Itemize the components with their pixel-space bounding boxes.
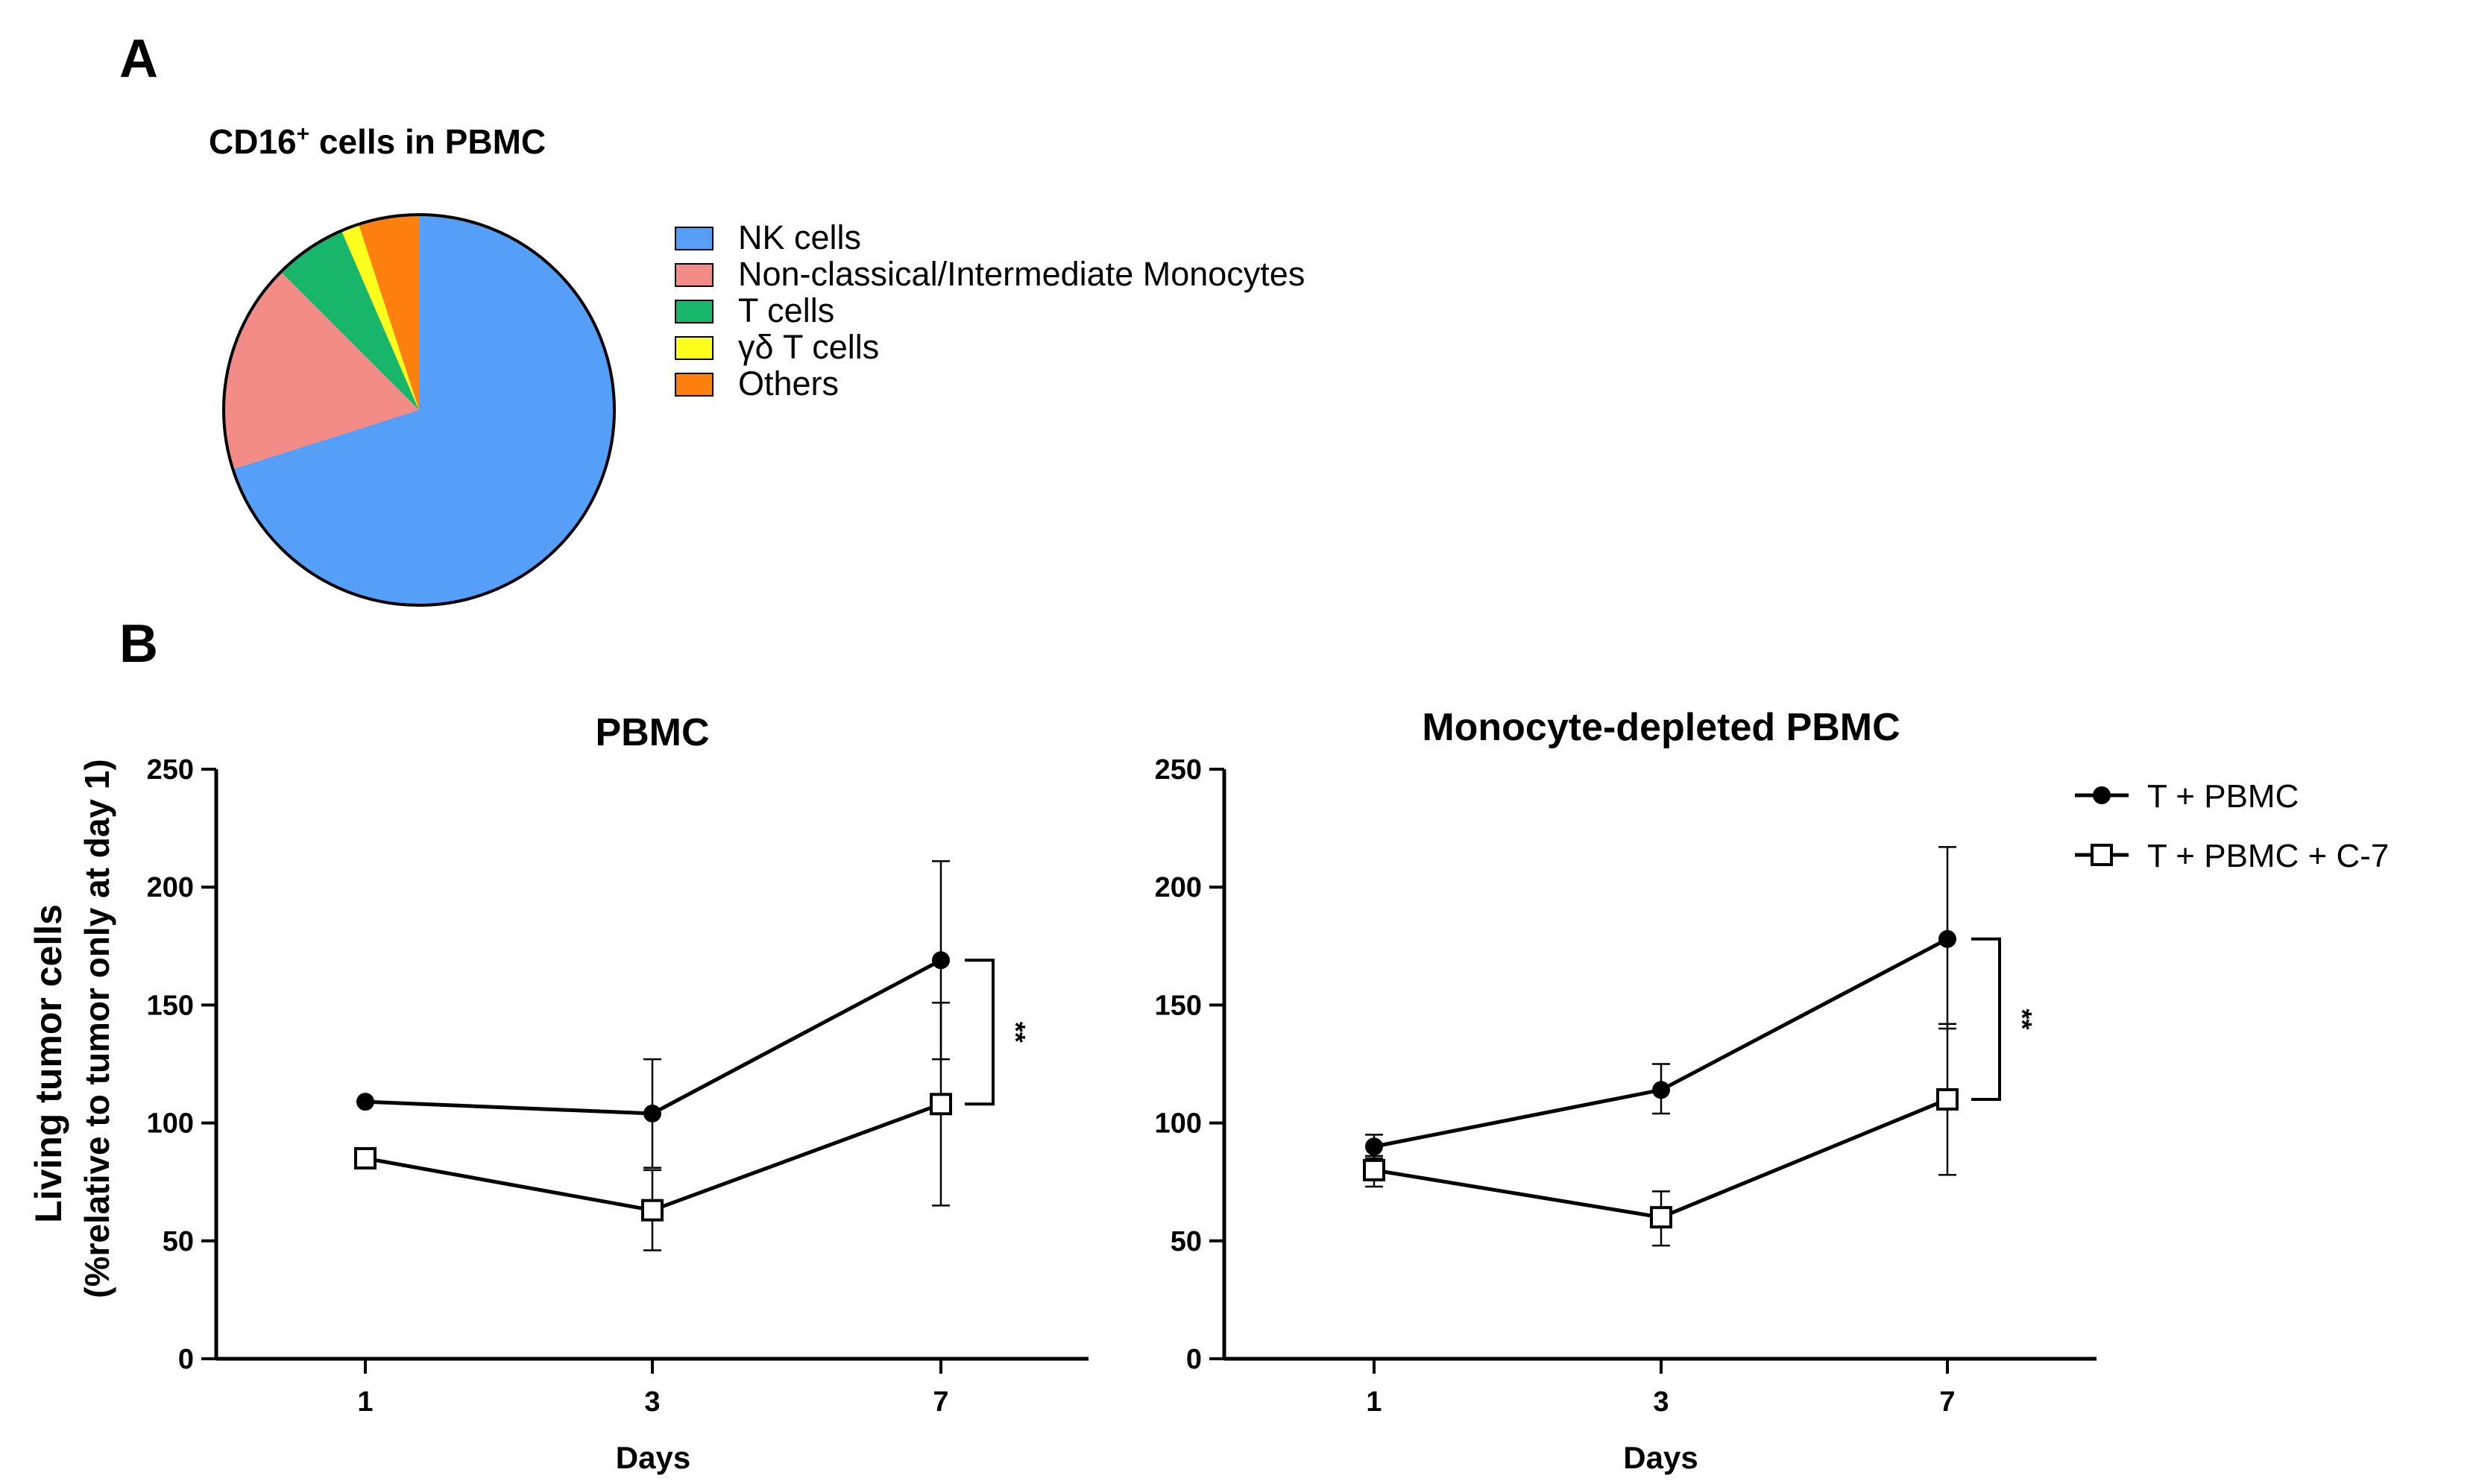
- y-tick-label-0: 0: [178, 1344, 194, 1375]
- pie-chart: [222, 213, 616, 607]
- pie-legend-label-4: Others: [738, 364, 839, 402]
- panel-label-a: A: [119, 29, 158, 89]
- x-tick-label-7: 7: [933, 1386, 948, 1418]
- x-tick-label-3: 3: [1653, 1386, 1669, 1418]
- point-s1-p0: [1363, 1158, 1385, 1181]
- x-axis-title: Days: [616, 1440, 690, 1475]
- significance-bracket: [1971, 937, 2001, 1101]
- point-s0-p2: [1938, 929, 1956, 948]
- point-s1-p2: [930, 1093, 952, 1116]
- legend-marker-1: [2091, 844, 2113, 866]
- y-tick-label-100: 100: [1155, 1108, 1202, 1140]
- pie-slice-1: [224, 271, 419, 470]
- pie-slice-4: [359, 215, 419, 410]
- chart-title: Monocyte-depleted PBMC: [1422, 706, 1900, 749]
- y-axis-title: Living tumor cells: [28, 904, 69, 1223]
- pie-legend-swatch-2: [675, 300, 713, 323]
- panel-label-b: B: [119, 614, 158, 674]
- pie-title-superscript: +: [296, 121, 310, 147]
- legend-label-0: T + PBMC: [2147, 778, 2299, 815]
- line-chart-pbmc: 0 50 100 150 200 250 1 3 7 Days PBMC ** Living tumor…: [28, 711, 1089, 1475]
- x-tick-label-1: 1: [357, 1386, 373, 1418]
- y-tick-label-100: 100: [147, 1108, 194, 1140]
- point-s0-p2: [932, 951, 950, 970]
- series-legend: T + PBMC T + PBMC + C-7: [2075, 778, 2389, 874]
- legend-label-1: T + PBMC + C-7: [2147, 838, 2389, 874]
- pie-title-main: CD16: [209, 122, 297, 161]
- significance-label: **: [2007, 1008, 2038, 1029]
- point-s1-p1: [1650, 1206, 1672, 1229]
- x-axis-title: Days: [1623, 1440, 1698, 1475]
- point-s0-p1: [643, 1104, 661, 1123]
- chart-title: PBMC: [595, 711, 709, 754]
- y-axis-subtitle: (%relative to tumor only at day 1): [78, 759, 116, 1298]
- point-s1-p2: [1936, 1087, 1959, 1111]
- series-line-0: [1373, 937, 1949, 1149]
- point-s1-p0: [354, 1147, 377, 1170]
- y-tick-label-150: 150: [147, 990, 194, 1021]
- legend-marker-0: [2093, 786, 2111, 804]
- y-tick-label-250: 250: [147, 754, 194, 786]
- pie-legend-swatch-0: [675, 227, 713, 250]
- y-tick-label-200: 200: [147, 872, 194, 903]
- pie-title-rest: cells in PBMC: [309, 122, 546, 161]
- significance-label: **: [1001, 1022, 1031, 1043]
- pie-outline: [222, 213, 616, 607]
- pie-slice-2: [280, 230, 419, 410]
- pie-legend-label-2: T cells: [738, 291, 834, 329]
- y-tick-label-50: 50: [163, 1226, 194, 1257]
- point-s1-p1: [641, 1199, 664, 1222]
- y-tick-label-50: 50: [1171, 1226, 1202, 1257]
- y-tick-label-200: 200: [1155, 872, 1202, 903]
- pie-legend-label-3: γδ T cells: [738, 328, 879, 366]
- pie-title: CD16+ cells in PBMC: [209, 121, 546, 162]
- significance-bracket: [965, 959, 995, 1106]
- point-s0-p0: [356, 1093, 374, 1111]
- point-s0-p0: [1365, 1137, 1383, 1156]
- x-tick-label-1: 1: [1366, 1386, 1382, 1418]
- line-chart-monocyte-depleted: 0 50 100 150 200 250 1 3 7 Days Monocyte-depleted …: [1155, 706, 2097, 1475]
- pie-legend-label-0: NK cells: [738, 218, 861, 256]
- point-s0-p1: [1652, 1081, 1670, 1099]
- pie-legend-label-1: Non-classical/Intermediate Monocytes: [738, 255, 1305, 293]
- y-tick-label-150: 150: [1155, 990, 1202, 1021]
- x-tick-label-7: 7: [1939, 1386, 1955, 1418]
- pie-legend-swatch-1: [675, 263, 713, 287]
- y-tick-label-0: 0: [1186, 1344, 1202, 1375]
- y-tick-label-250: 250: [1155, 754, 1202, 786]
- pie-slice-0: [233, 215, 615, 605]
- pie-slice-3: [341, 224, 419, 410]
- pie-legend-swatch-4: [675, 373, 713, 397]
- x-tick-label-3: 3: [644, 1386, 660, 1418]
- pie-legend-swatch-3: [675, 336, 713, 360]
